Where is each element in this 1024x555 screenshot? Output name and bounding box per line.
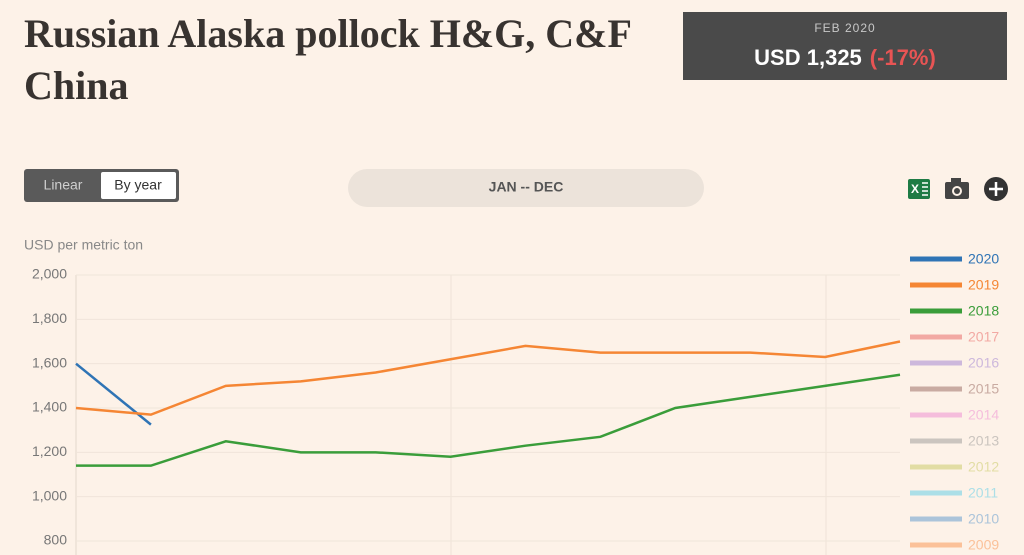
- badge-change: (-17%): [870, 45, 936, 70]
- legend-label: 2011: [968, 485, 998, 501]
- toggle-by-year[interactable]: By year: [114, 177, 162, 193]
- badge-period: FEB 2020: [814, 21, 875, 35]
- page-title: Russian Alaska pollock H&G, C&F: [24, 11, 632, 56]
- legend-label: 2016: [968, 355, 999, 371]
- y-tick-label: 800: [44, 532, 68, 548]
- badge-price: USD 1,325: [754, 45, 862, 70]
- legend-label: 2013: [968, 433, 999, 449]
- range-button[interactable]: [348, 169, 704, 207]
- legend-label: 2017: [968, 329, 999, 345]
- legend-label: 2018: [968, 303, 999, 319]
- legend-label: 2010: [968, 511, 999, 527]
- y-tick-label: 1,400: [32, 399, 67, 415]
- legend-label: 2012: [968, 459, 999, 475]
- range-label: JAN -- DEC: [489, 179, 564, 195]
- badge-value: USD 1,325 (-17%): [754, 45, 936, 70]
- y-tick-label: 1,800: [32, 310, 67, 326]
- price-badge: [683, 12, 1007, 80]
- series-line: [75, 362, 152, 426]
- toggle-linear[interactable]: Linear: [44, 177, 83, 193]
- svg-text:X: X: [911, 182, 919, 196]
- y-tick-label: 1,600: [32, 354, 67, 370]
- legend-label: 2014: [968, 407, 999, 423]
- y-tick-label: 1,200: [32, 443, 67, 459]
- y-tick-label: 2,000: [32, 266, 67, 282]
- y-axis-label: USD per metric ton: [24, 237, 143, 253]
- legend-label: 2019: [968, 277, 999, 293]
- legend-label: 2009: [968, 537, 999, 553]
- legend-label: 2020: [968, 251, 999, 267]
- add-icon[interactable]: [984, 177, 1008, 201]
- camera-icon[interactable]: [945, 178, 969, 199]
- legend-label: 2015: [968, 381, 999, 397]
- toggle-active[interactable]: [101, 172, 176, 199]
- page-title: China: [24, 63, 129, 108]
- excel-icon[interactable]: X: [908, 179, 930, 199]
- y-tick-label: 1,000: [32, 487, 67, 503]
- series-line: [75, 340, 901, 416]
- series-line: [76, 373, 901, 467]
